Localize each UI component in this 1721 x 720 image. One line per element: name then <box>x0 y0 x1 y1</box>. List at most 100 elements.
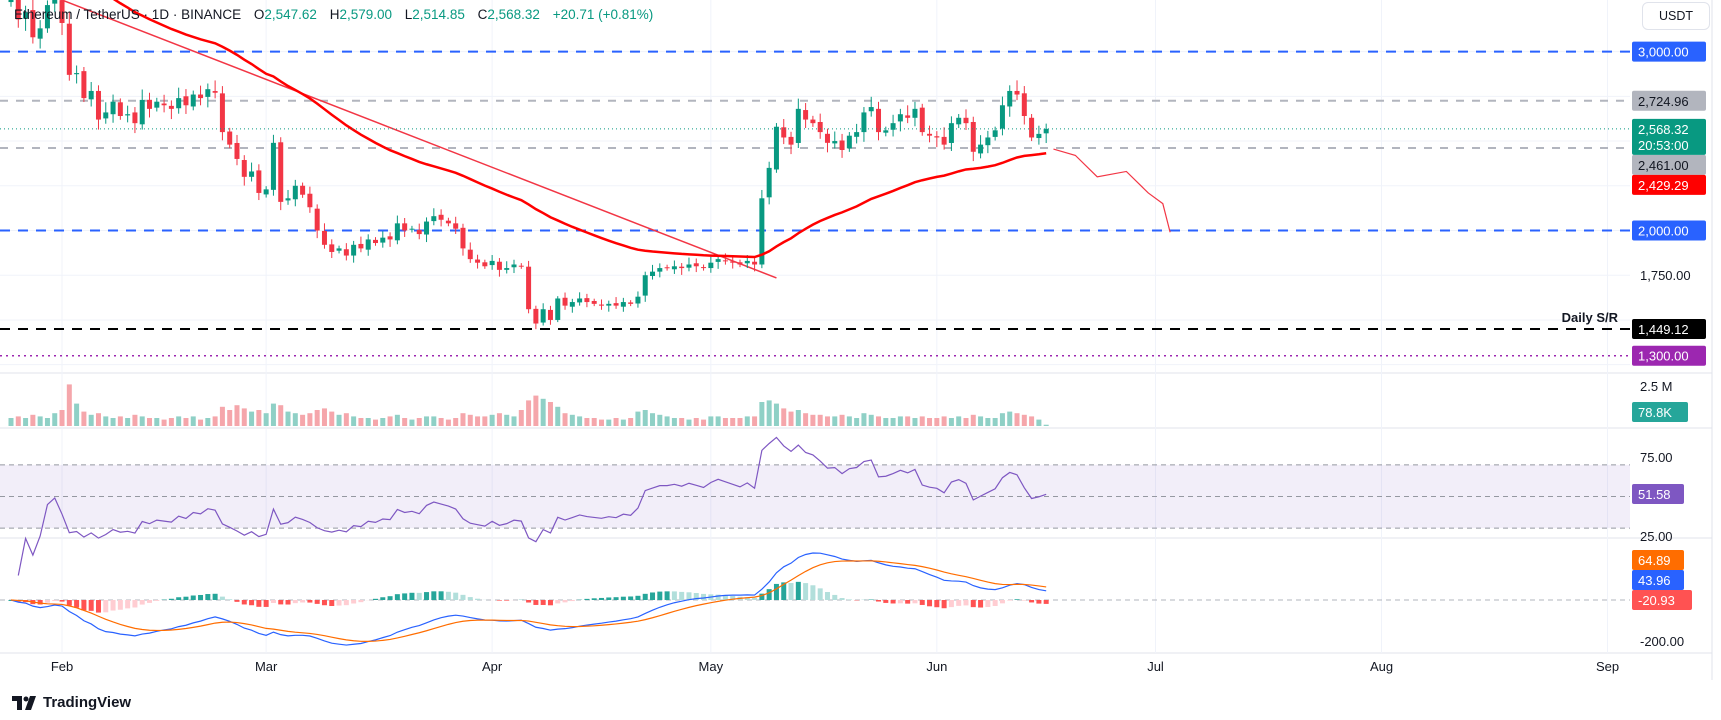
level-badge <box>1632 345 1706 366</box>
macd-histogram-bar <box>876 600 882 602</box>
currency-button[interactable]: USDT <box>1642 2 1710 30</box>
candle-body <box>722 260 728 262</box>
macd-histogram-bar <box>773 583 779 600</box>
volume-bar <box>752 416 758 426</box>
high-label: H <box>329 7 340 22</box>
tradingview-logo[interactable]: TradingView <box>12 694 131 711</box>
candle-body <box>839 140 845 150</box>
volume-bar <box>591 418 597 426</box>
macd-histogram-bar <box>686 592 692 600</box>
macd-histogram-bar <box>504 600 510 601</box>
volume-bar <box>744 416 750 426</box>
candle-body <box>117 102 123 117</box>
candle-body <box>329 244 335 252</box>
volume-bar <box>161 419 167 426</box>
projection-path <box>1053 148 1171 233</box>
macd-histogram-bar <box>963 600 969 606</box>
candle-body <box>489 260 495 266</box>
candle-body <box>438 214 444 220</box>
candle-body <box>234 142 240 159</box>
candle-body <box>817 121 823 133</box>
volume-bar <box>249 411 255 426</box>
macd-histogram-bar <box>59 600 65 602</box>
symbol-legend: Ethereum / TetherUS · 1D · BINANCE O2,54… <box>14 7 653 22</box>
candle-body <box>613 303 619 306</box>
macd-histogram-bar <box>329 600 335 606</box>
candle-body <box>431 216 437 222</box>
candle-body <box>788 136 794 145</box>
macd-badge <box>1632 590 1692 610</box>
macd-histogram-bar <box>664 591 670 600</box>
rsi-tick: 75.00 <box>1640 450 1673 465</box>
volume-bar <box>176 416 182 426</box>
macd-histogram-bar <box>212 593 218 600</box>
volume-tick: 2.5 M <box>1640 379 1673 394</box>
candle-body <box>562 297 568 306</box>
volume-bar <box>555 406 561 426</box>
close-value: 2,568.32 <box>487 7 540 22</box>
candle-body <box>781 127 787 138</box>
macd-histogram-bar <box>424 592 430 600</box>
macd-value-label: -20.93 <box>1638 593 1675 608</box>
volume-bar <box>810 414 816 426</box>
macd-histogram-bar <box>934 600 940 608</box>
time-axis-label: Feb <box>51 659 73 674</box>
macd-histogram-bar <box>635 595 641 600</box>
macd-histogram-bar <box>343 600 349 606</box>
candle-body <box>897 114 903 122</box>
candle-body <box>52 0 58 4</box>
macd-histogram-bar <box>373 598 378 600</box>
macd-histogram-bar <box>227 599 233 600</box>
volume-bar <box>380 418 386 426</box>
candle-body <box>715 259 721 262</box>
volume-bar <box>147 418 153 426</box>
candle-body <box>125 114 131 116</box>
volume-bar <box>730 418 736 426</box>
volume-bar <box>518 410 524 426</box>
candle-body <box>176 98 182 109</box>
volume-bar <box>832 416 838 426</box>
macd-histogram-bar <box>701 593 707 600</box>
candle-body <box>103 112 109 119</box>
volume-bar <box>985 418 991 426</box>
tradingview-logo-icon <box>12 695 36 710</box>
macd-histogram-bar <box>555 600 561 604</box>
macd-histogram-bar <box>336 600 342 606</box>
candle-body <box>511 264 517 268</box>
candle-body <box>956 117 962 125</box>
candle-body <box>876 108 882 133</box>
rsi-tick: 25.00 <box>1640 529 1673 544</box>
volume-bar <box>708 416 714 426</box>
candle-body <box>307 193 313 208</box>
volume-bar <box>533 395 539 426</box>
volume-bar <box>999 413 1005 426</box>
volume-bar <box>74 403 80 426</box>
volume-bar <box>846 416 852 426</box>
candle-body <box>475 259 481 263</box>
rsi-badge <box>1632 484 1684 505</box>
level-label: 2,000.00 <box>1638 224 1689 239</box>
candle-body <box>934 136 940 138</box>
macd-histogram-bar <box>176 597 182 600</box>
volume-bar <box>23 418 29 426</box>
volume-bar <box>482 416 488 426</box>
candle-body <box>241 160 247 177</box>
candle-body <box>1029 117 1035 138</box>
macd-histogram-bar <box>168 598 174 600</box>
candle-body <box>95 90 101 120</box>
volume-bar <box>103 416 109 426</box>
candle-body <box>620 302 626 307</box>
volume-bar <box>1007 411 1013 426</box>
volume-bar <box>329 411 335 426</box>
volume-bar <box>978 416 984 426</box>
macd-histogram-bar <box>540 600 546 605</box>
brand-name: TradingView <box>43 694 132 711</box>
candle-body <box>416 230 422 235</box>
level-label: 2,461.00 <box>1638 158 1689 173</box>
macd-histogram-bar <box>351 600 357 604</box>
macd-histogram-bar <box>103 600 109 613</box>
volume-bar <box>467 414 473 426</box>
candle-body <box>773 126 779 170</box>
volume-bar <box>496 413 502 426</box>
